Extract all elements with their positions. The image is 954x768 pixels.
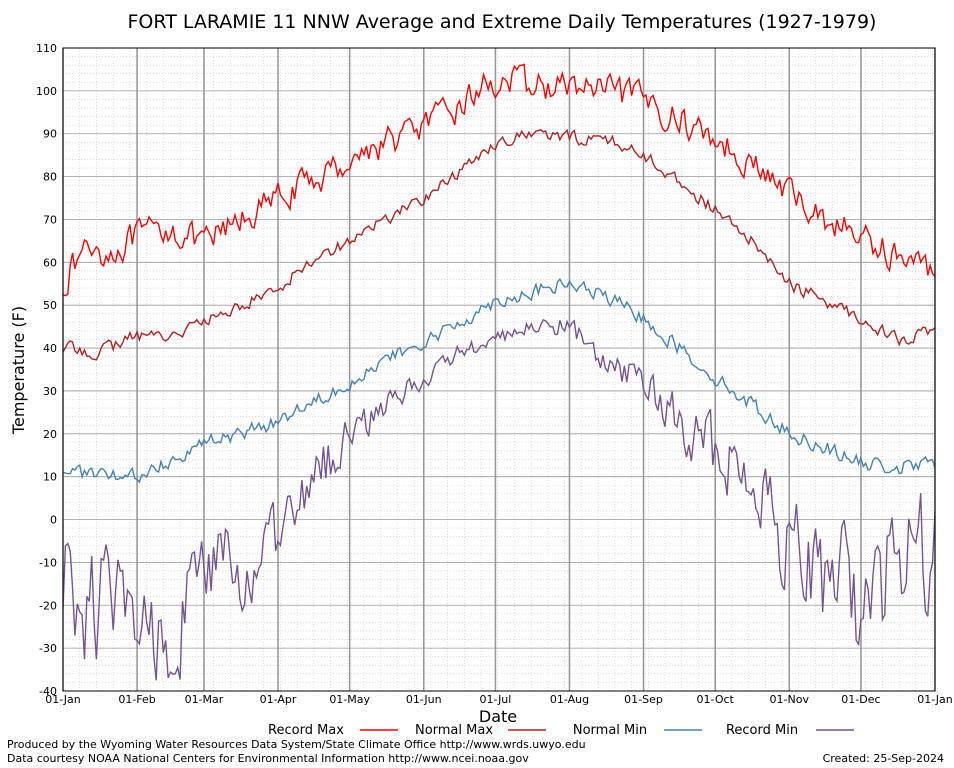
legend-label: Record Min — [726, 723, 798, 738]
y-tick-label: 80 — [43, 171, 57, 184]
x-tick-label: 01-Jun — [406, 693, 442, 706]
x-tick-label: 01-Jul — [479, 693, 511, 706]
legend-label: Normal Max — [415, 723, 493, 738]
y-tick-label: 60 — [43, 256, 57, 269]
y-tick-labels: -40 -30 -20 -10 0 10 20 30 40 50 60 70 80 90 100 110 — [36, 42, 57, 698]
minor-grid — [63, 48, 935, 691]
y-tick-label: 100 — [36, 85, 57, 98]
chart-title: FORT LARAMIE 11 NNW Average and Extreme … — [128, 11, 877, 33]
y-tick-label: 10 — [43, 471, 57, 484]
x-axis-label: Date — [479, 707, 517, 726]
series-line-record-min — [63, 318, 935, 681]
x-tick-label: 01-Apr — [260, 693, 297, 706]
y-tick-label: 30 — [43, 385, 57, 398]
series-lines — [63, 63, 935, 681]
y-tick-label: 110 — [36, 42, 57, 55]
footer-created: Created: 25-Sep-2024 — [822, 752, 944, 765]
x-tick-label: 01-Oct — [697, 693, 735, 706]
legend-label: Record Max — [268, 723, 344, 738]
x-tick-label: 01-Mar — [185, 693, 224, 706]
y-tick-label: 40 — [43, 342, 57, 355]
y-tick-label: 0 — [50, 514, 57, 527]
series-line-record-max — [63, 63, 935, 297]
x-tick-label: 01-Nov — [770, 693, 810, 706]
legend-label: Normal Min — [573, 723, 647, 738]
series-line-normal-min — [63, 277, 935, 484]
x-tick-label: 01-Dec — [841, 693, 880, 706]
y-tick-label: -30 — [39, 642, 57, 655]
series-line-normal-max — [63, 128, 935, 361]
y-tick-label: 90 — [43, 128, 57, 141]
y-tick-label: -10 — [39, 556, 57, 569]
y-tick-label: 50 — [43, 299, 57, 312]
y-tick-label: 20 — [43, 428, 57, 441]
x-tick-label: 01-Feb — [118, 693, 155, 706]
x-tick-labels: 01-Jan 01-Feb 01-Mar 01-Apr 01-May 01-Jun 01-J… — [45, 693, 953, 706]
x-tick-label: 01-Sep — [624, 693, 663, 706]
plot-frame — [62, 47, 936, 692]
footer-produced-by: Produced by the Wyoming Water Resources … — [7, 738, 586, 751]
x-tick-label: 01-Aug — [550, 693, 589, 706]
y-tick-label: -40 — [39, 685, 57, 698]
x-tick-label: 01-Jan — [917, 693, 953, 706]
x-tick-label: 01-Jan — [45, 693, 81, 706]
x-tick-label: 01-May — [329, 693, 370, 706]
major-grid — [62, 47, 936, 692]
y-tick-label: 70 — [43, 213, 57, 226]
y-tick-label: -20 — [39, 599, 57, 612]
footer-data-courtesy: Data courtesy NOAA National Centers for … — [7, 752, 529, 765]
y-axis-label: Temperature (F) — [9, 306, 28, 435]
legend: Record Max Normal Max Normal Min Record Min — [268, 723, 854, 738]
